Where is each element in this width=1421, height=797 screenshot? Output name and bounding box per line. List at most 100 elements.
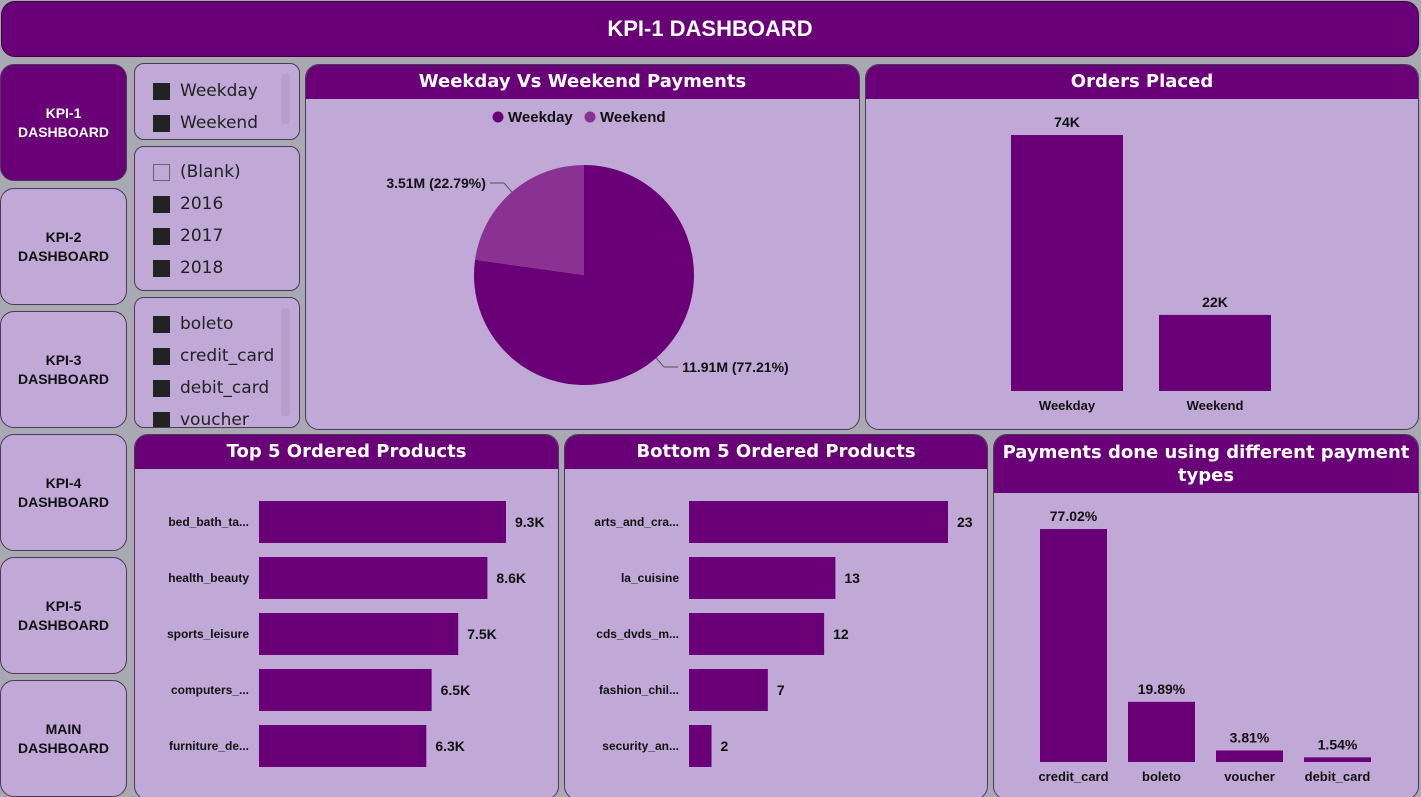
top5-bar-chart: bed_bath_ta... 9.3K health_beauty 8.6K sport… <box>167 501 545 767</box>
y-tick-label: computers_... <box>171 683 249 697</box>
slicer-option-boleto[interactable]: boleto <box>153 308 299 340</box>
bar-data-label: 9.3K <box>515 514 545 530</box>
slicer-option-debit-card[interactable]: debit_card <box>153 372 299 404</box>
nav-kpi3-button[interactable]: KPI-3 DASHBOARD <box>0 311 127 428</box>
nav-label-line2: DASHBOARD <box>18 739 109 756</box>
bar-boleto <box>1128 701 1195 762</box>
bar-health-beauty <box>259 557 488 599</box>
bar-data-label: 74K <box>1054 114 1080 130</box>
bar-data-label: 77.02% <box>1050 508 1098 524</box>
checkbox-checked-icon[interactable] <box>153 227 170 245</box>
slicer-scrollbar[interactable] <box>281 74 290 124</box>
bar-data-label: 3.81% <box>1230 729 1270 745</box>
daytype-slicer: Weekday Weekend <box>134 63 300 140</box>
bar-data-label: 2 <box>721 738 729 754</box>
legend-marker-weekday <box>492 111 504 123</box>
slicer-scrollbar[interactable] <box>281 308 290 416</box>
bar-la-cuisine <box>689 557 836 599</box>
y-tick-label: sports_leisure <box>167 627 249 641</box>
y-tick-label: fashion_chil... <box>599 683 679 697</box>
bar-credit-card <box>1040 529 1107 762</box>
bar-debit-card <box>1304 757 1371 762</box>
panel-title: Weekday Vs Weekend Payments <box>306 65 859 99</box>
y-tick-label: security_an... <box>602 739 679 753</box>
slicer-option-label: Weekend <box>180 113 258 133</box>
bar-furniture-de- <box>259 725 427 767</box>
x-tick-label: voucher <box>1224 769 1275 784</box>
nav-kpi4-button[interactable]: KPI-4 DASHBOARD <box>0 434 127 551</box>
bar-cds-dvds-m- <box>689 613 825 655</box>
bar-fashion-chil- <box>689 669 768 711</box>
checkbox-checked-icon[interactable] <box>153 411 170 427</box>
x-tick-label: boleto <box>1142 769 1181 784</box>
bar-data-label: 13 <box>844 570 860 586</box>
orders-placed-panel: Orders Placed 74K Weekday 22K Weekend <box>865 64 1419 430</box>
checkbox-checked-icon[interactable] <box>153 114 170 132</box>
slicer-option-label: boleto <box>180 314 234 334</box>
nav-label-line2: DASHBOARD <box>18 616 109 633</box>
bar-sports-leisure <box>259 613 459 655</box>
checkbox-checked-icon[interactable] <box>153 315 170 333</box>
bar-data-label: 7.5K <box>467 626 497 642</box>
payment-type-slicer: boleto credit_card debit_card voucher <box>134 297 300 428</box>
bar-bed-bath-ta- <box>259 501 506 543</box>
bottom5-products-panel: Bottom 5 Ordered Products arts_and_cra..… <box>564 434 988 797</box>
checkbox-checked-icon[interactable] <box>153 379 170 397</box>
nav-label-line2: DASHBOARD <box>18 370 109 387</box>
dashboard-header: KPI-1 DASHBOARD <box>1 1 1419 57</box>
checkbox-checked-icon[interactable] <box>153 259 170 277</box>
checkbox-checked-icon[interactable] <box>153 195 170 213</box>
x-tick-label: credit_card <box>1038 769 1108 784</box>
slicer-option-label: Weekday <box>180 81 258 101</box>
slicer-option-2018[interactable]: 2018 <box>153 252 299 284</box>
slicer-option-weekend[interactable]: Weekend <box>153 107 299 139</box>
nav-kpi2-button[interactable]: KPI-2 DASHBOARD <box>0 188 127 305</box>
pie-data-label: 11.91M (77.21%) <box>682 359 789 375</box>
slicer-option-voucher[interactable]: voucher <box>153 404 299 428</box>
y-tick-label: furniture_de... <box>169 739 249 753</box>
checkbox-checked-icon[interactable] <box>153 82 170 100</box>
bar-data-label: 7 <box>777 682 785 698</box>
slicer-option-label: 2017 <box>180 226 224 246</box>
nav-kpi5-button[interactable]: KPI-5 DASHBOARD <box>0 557 127 674</box>
slicer-option-label: debit_card <box>180 378 270 398</box>
bar-computers- <box>259 669 432 711</box>
bar-data-label: 8.6K <box>496 570 526 586</box>
bar-voucher <box>1216 750 1283 762</box>
y-tick-label: la_cuisine <box>621 571 679 585</box>
x-tick-label: debit_card <box>1305 769 1371 784</box>
slicer-option-credit-card[interactable]: credit_card <box>153 340 299 372</box>
slicer-option-label: credit_card <box>180 346 275 366</box>
slicer-option-weekday[interactable]: Weekday <box>153 75 299 107</box>
slicer-option-label: (Blank) <box>180 162 241 182</box>
y-tick-label: health_beauty <box>168 571 249 585</box>
slicer-option-2017[interactable]: 2017 <box>153 220 299 252</box>
nav-label-line1: KPI-3 <box>45 351 82 368</box>
pie-leader-line <box>655 357 679 368</box>
bar-data-label: 19.89% <box>1138 681 1186 697</box>
weekday-weekend-payments-panel: Weekday Vs Weekend Payments Weekday Weeke… <box>305 64 860 430</box>
checkbox-unchecked-icon[interactable] <box>153 163 170 181</box>
bar-security-an- <box>689 725 712 767</box>
x-tick-label: Weekend <box>1187 398 1244 413</box>
checkbox-checked-icon[interactable] <box>153 347 170 365</box>
panel-title: Top 5 Ordered Products <box>135 435 558 469</box>
nav-label-line1: KPI-1 <box>45 104 82 121</box>
slicer-option-blank[interactable]: (Blank) <box>153 156 299 188</box>
nav-label-line1: KPI-4 <box>45 474 82 491</box>
year-slicer: (Blank) 2016 2017 2018 <box>134 146 300 291</box>
page-title: KPI-1 DASHBOARD <box>607 16 813 41</box>
nav-kpi1-button[interactable]: KPI-1 DASHBOARD <box>0 64 127 181</box>
top5-products-panel: Top 5 Ordered Products bed_bath_ta... 9.3… <box>134 434 559 797</box>
nav-main-button[interactable]: MAIN DASHBOARD <box>0 680 127 797</box>
slicer-option-2016[interactable]: 2016 <box>153 188 299 220</box>
bar-data-label: 6.3K <box>435 738 465 754</box>
nav-label-line1: KPI-2 <box>45 228 82 245</box>
bar-weekday <box>1011 135 1123 391</box>
legend-label-weekday: Weekday <box>508 109 573 126</box>
bar-data-label: 12 <box>833 626 849 642</box>
bar-weekend <box>1159 314 1271 391</box>
pie-data-label: 3.51M (22.79%) <box>386 175 486 191</box>
pie-leader-line <box>489 182 513 193</box>
slicer-option-label: voucher <box>180 410 249 428</box>
